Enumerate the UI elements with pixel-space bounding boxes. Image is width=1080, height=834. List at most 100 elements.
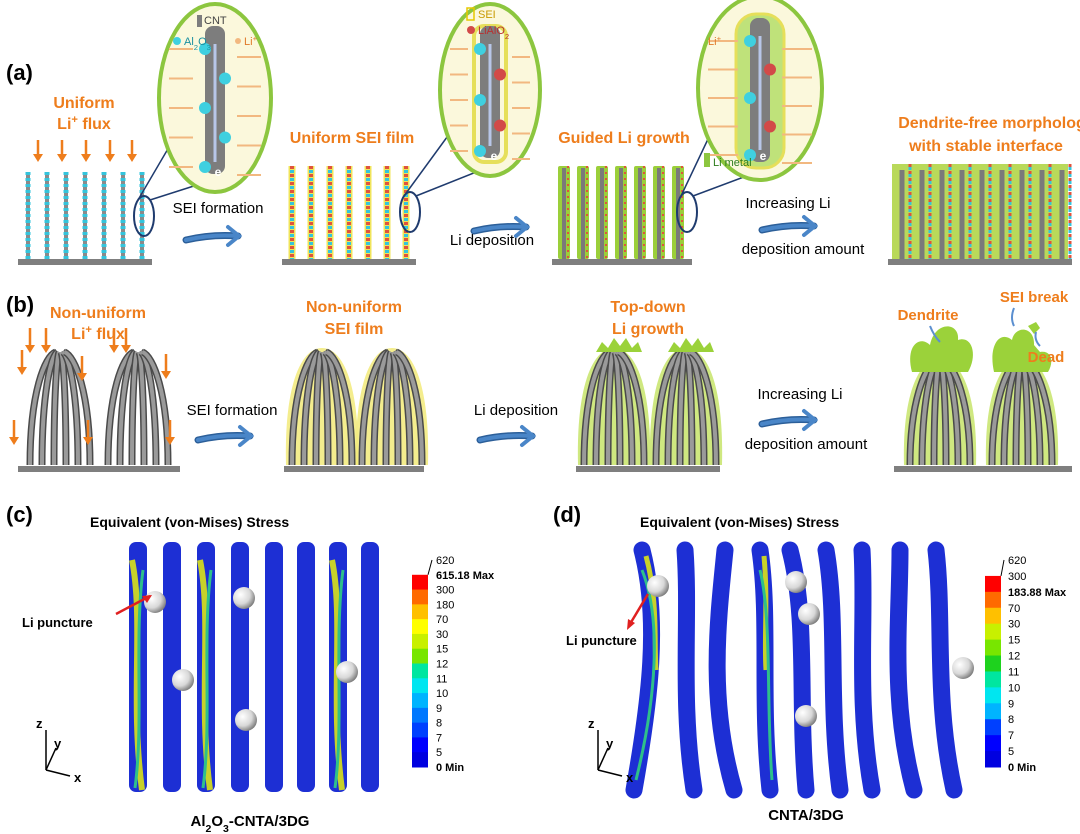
cnt-rod	[689, 350, 718, 466]
panel-label: (c)	[6, 502, 33, 527]
label: LiAlO2	[478, 25, 509, 41]
dendrite	[910, 326, 973, 372]
dead-li	[1028, 322, 1040, 334]
label: e	[760, 149, 767, 163]
stressed-tube	[889, 541, 923, 799]
label: e	[215, 165, 222, 179]
substrate	[18, 466, 180, 472]
stressed-tube	[927, 541, 963, 799]
indenter-sphere	[235, 709, 257, 731]
colorbar-band	[985, 655, 1001, 672]
arrow-head	[802, 409, 819, 431]
colorbar-band	[985, 687, 1001, 704]
text-part: LiAlO	[478, 25, 505, 37]
colorbar-band	[412, 574, 428, 591]
indenter-sphere	[336, 661, 358, 683]
colorbar-band	[985, 751, 1001, 768]
panel-title: Equivalent (von-Mises) Stress	[90, 514, 289, 530]
label: Li puncture	[22, 615, 93, 630]
text-part: Li	[708, 36, 717, 48]
colorbar-label: 30	[1008, 619, 1020, 631]
particle	[474, 43, 486, 55]
axis-label: z	[588, 716, 595, 731]
process-arrow	[472, 224, 528, 233]
particle	[744, 92, 756, 104]
cnt-icon	[197, 15, 202, 27]
particle	[474, 94, 486, 106]
lialo2-icon	[467, 26, 475, 34]
puncture-arrow-head	[142, 595, 152, 603]
indenter-sphere	[172, 669, 194, 691]
label: Li puncture	[566, 633, 637, 648]
colorbar-label: 300	[1008, 571, 1026, 583]
puncture-arrow	[628, 593, 650, 625]
panel-label: (b)	[6, 292, 34, 317]
label: CNT	[204, 15, 227, 27]
panel-label: (d)	[553, 502, 581, 527]
label: Li metal	[713, 157, 752, 169]
label: Non-uniform	[306, 299, 402, 316]
label: e	[491, 149, 498, 163]
text-part: 3	[207, 43, 211, 52]
stressed-tube	[265, 542, 283, 792]
colorbar-label: 8	[1008, 714, 1014, 726]
text-part: 2	[206, 823, 212, 834]
particle	[494, 119, 506, 132]
flux-arrow-head	[33, 154, 43, 162]
colorbar-label: 12	[436, 659, 448, 671]
colorbar-band	[412, 619, 428, 635]
colorbar-band	[985, 607, 1001, 625]
axis-label: x	[74, 770, 82, 785]
label: Li+	[708, 34, 722, 49]
text-part: -CNTA/3DG	[229, 813, 310, 830]
process-arrow	[760, 223, 816, 232]
particle	[764, 63, 776, 76]
cnt-rod	[141, 350, 170, 466]
stressed-tube	[231, 542, 249, 792]
particle	[764, 120, 776, 133]
label: SEI film	[325, 321, 384, 338]
puncture-arrow-head	[627, 619, 635, 630]
flux-arrow-head	[83, 437, 93, 445]
axis	[597, 747, 609, 771]
colorbar-band	[412, 663, 428, 679]
caption: CNTA/3DG	[768, 807, 844, 824]
colorbar-band	[985, 735, 1001, 752]
flux-arrow-head	[105, 154, 115, 162]
indenter-sphere	[795, 705, 817, 727]
text-part: O	[211, 813, 223, 830]
li-icon	[235, 38, 241, 44]
label: Uniform	[53, 95, 114, 112]
stress-band	[201, 569, 213, 789]
particle	[219, 72, 231, 85]
colorbar-band	[412, 707, 428, 724]
sei-icon	[466, 7, 475, 21]
colorbar-label: 0 Min	[1008, 762, 1036, 774]
colorbar-label: 11	[1008, 666, 1019, 678]
zoom-line	[403, 132, 451, 197]
colorbar-band	[412, 722, 428, 738]
label: SEI formation	[173, 200, 264, 217]
arrow-head	[520, 425, 537, 447]
flux-arrow-head	[25, 345, 35, 353]
label: Uniform SEI film	[290, 130, 414, 147]
colorbar-label: 11	[436, 673, 447, 685]
label: Guided Li growth	[558, 130, 690, 147]
panel-title: Equivalent (von-Mises) Stress	[640, 514, 839, 530]
colorbar-label: 8	[436, 718, 442, 730]
label: SEI break	[1000, 289, 1069, 306]
colorbar-band	[412, 604, 428, 620]
arrow-head	[802, 215, 819, 237]
top-growth	[668, 338, 714, 352]
flux-arrow-head	[57, 154, 67, 162]
zoom-marker	[399, 191, 421, 233]
indenter-sphere	[647, 575, 669, 597]
text-part: Al	[191, 813, 206, 830]
text-part: +	[85, 324, 92, 336]
colorbar-band	[412, 648, 428, 664]
axis-label: z	[36, 716, 43, 731]
colorbar-label: 620	[1008, 555, 1026, 567]
al2o3-icon	[173, 37, 181, 45]
flux-arrow-head	[161, 371, 171, 379]
